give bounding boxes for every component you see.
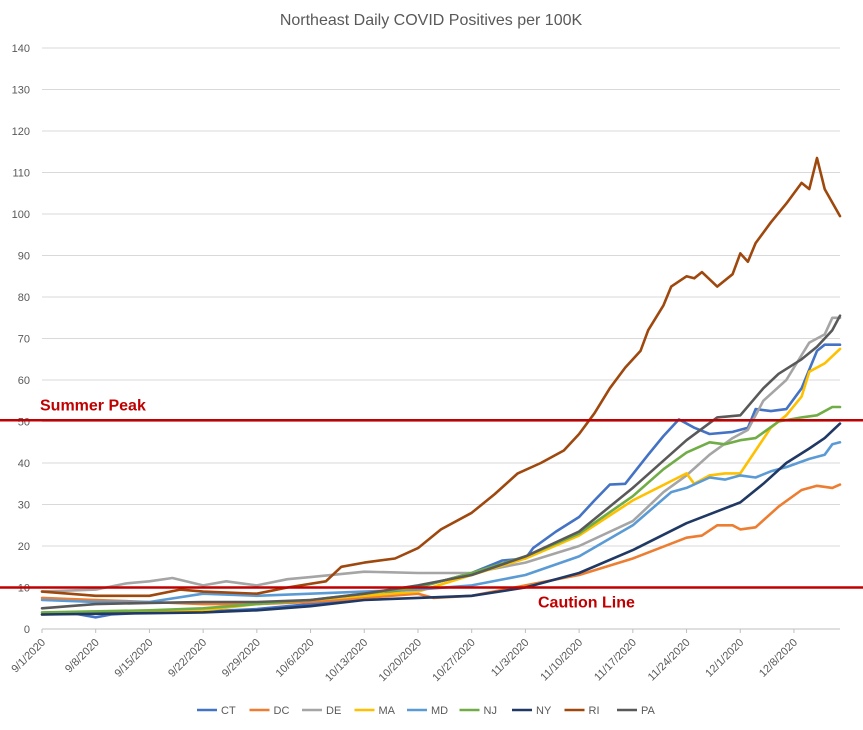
reference-line-label: Summer Peak [40, 397, 146, 414]
y-tick-label: 110 [12, 168, 30, 180]
legend-label: NJ [484, 705, 497, 717]
x-tick-label: 9/29/2020 [220, 637, 263, 680]
y-tick-label: 140 [12, 43, 30, 55]
x-tick-label: 10/27/2020 [430, 637, 477, 684]
legend-label: CT [221, 705, 236, 717]
y-tick-label: 30 [18, 500, 30, 512]
x-tick-labels: 9/1/2020 9/8/2020 9/15/2020 9/22/2020 9/29/2… [9, 629, 800, 684]
x-tick-label: 10/6/2020 [274, 637, 317, 680]
y-tick-label: 100 [12, 209, 30, 221]
legend: CT DC DE MA MD NJ NY RI PA [197, 705, 656, 717]
series-line-ct [40, 343, 842, 619]
x-tick-label: 9/15/2020 [112, 637, 155, 680]
reference-lines: Summer Peak Caution Line [0, 397, 863, 612]
y-tick-label: 0 [24, 624, 30, 636]
series-line-ny [40, 422, 842, 616]
x-tick-label: 9/1/2020 [9, 637, 48, 676]
y-tick-label: 70 [18, 334, 30, 346]
series-line-de [40, 316, 842, 593]
x-tick-label: 11/24/2020 [646, 637, 693, 684]
legend-label: RI [589, 705, 600, 717]
y-tick-label: 40 [18, 458, 30, 470]
legend-label: MA [379, 705, 396, 717]
y-tick-label: 90 [18, 251, 30, 263]
x-tick-label: 9/8/2020 [63, 637, 102, 676]
y-tick-label: 80 [18, 292, 30, 304]
x-tick-label: 9/22/2020 [166, 637, 209, 680]
x-tick-label: 11/10/2020 [538, 637, 585, 684]
series-line-ma [40, 347, 842, 616]
y-tick-label: 60 [18, 375, 30, 387]
x-tick-label: 11/3/2020 [489, 637, 532, 680]
series-line-pa [40, 314, 842, 610]
series-line-md [40, 441, 842, 604]
legend-label: NY [536, 705, 552, 717]
y-tick-label: 20 [18, 541, 30, 553]
legend-label: MD [431, 705, 448, 717]
legend-label: DE [326, 705, 341, 717]
y-tick-labels: 0102030405060708090100110120130140 [12, 43, 30, 636]
series-line-dc [40, 483, 842, 606]
x-tick-label: 10/13/2020 [323, 637, 370, 684]
y-tick-label: 50 [18, 417, 30, 429]
reference-line-label: Caution Line [538, 595, 635, 612]
x-tick-label: 12/1/2020 [703, 637, 746, 680]
series-lines [40, 156, 842, 619]
y-tick-label: 120 [12, 126, 30, 138]
x-tick-label: 10/20/2020 [377, 637, 424, 684]
x-tick-label: 11/17/2020 [592, 637, 639, 684]
y-tick-label: 130 [12, 85, 30, 97]
chart-title: Northeast Daily COVID Positives per 100K [280, 12, 583, 29]
legend-label: PA [641, 705, 656, 717]
series-line-ri [40, 156, 842, 598]
legend-label: DC [274, 705, 290, 717]
y-gridlines [42, 47, 840, 630]
x-tick-label: 12/8/2020 [757, 637, 800, 680]
